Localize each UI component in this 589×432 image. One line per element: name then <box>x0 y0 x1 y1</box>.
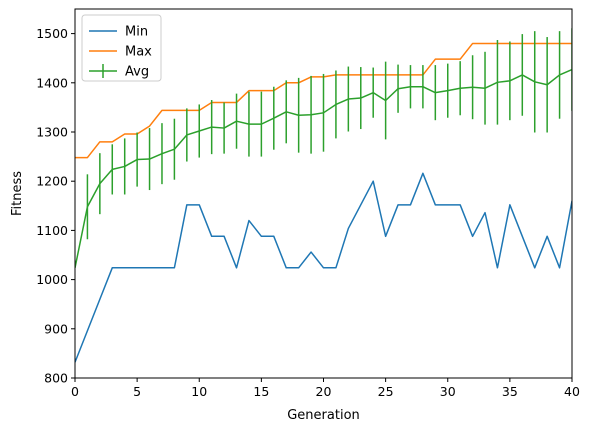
y-tick-label: 900 <box>44 321 68 336</box>
x-tick-label: 35 <box>502 384 518 399</box>
x-tick-label: 0 <box>71 384 79 399</box>
series-min <box>75 173 572 362</box>
legend-label-avg: Avg <box>125 65 149 80</box>
x-tick-label: 25 <box>378 384 394 399</box>
x-tick-label: 10 <box>191 384 207 399</box>
legend-label-max: Max <box>125 45 152 60</box>
y-tick-label: 1300 <box>36 125 68 140</box>
x-tick-label: 15 <box>253 384 269 399</box>
y-tick-label: 1500 <box>36 26 68 41</box>
y-tick-label: 1000 <box>36 272 68 287</box>
x-tick-label: 20 <box>316 384 332 399</box>
x-tick-label: 40 <box>564 384 580 399</box>
x-tick-label: 30 <box>440 384 456 399</box>
y-tick-label: 1200 <box>36 174 68 189</box>
legend: Min Max Avg <box>82 15 161 81</box>
legend-label-min: Min <box>125 25 148 40</box>
y-tick-label: 1100 <box>36 223 68 238</box>
y-axis: 800 900 1000 1100 1200 1300 1400 1500 <box>36 26 75 385</box>
y-tick-label: 1400 <box>36 75 68 90</box>
line-min <box>75 173 572 362</box>
x-tick-label: 5 <box>133 384 141 399</box>
x-axis-label: Generation <box>287 408 360 423</box>
y-tick-label: 800 <box>44 371 68 386</box>
y-axis-label: Fitness <box>10 171 25 216</box>
x-axis: 0 5 10 15 20 25 30 35 40 <box>71 378 580 399</box>
